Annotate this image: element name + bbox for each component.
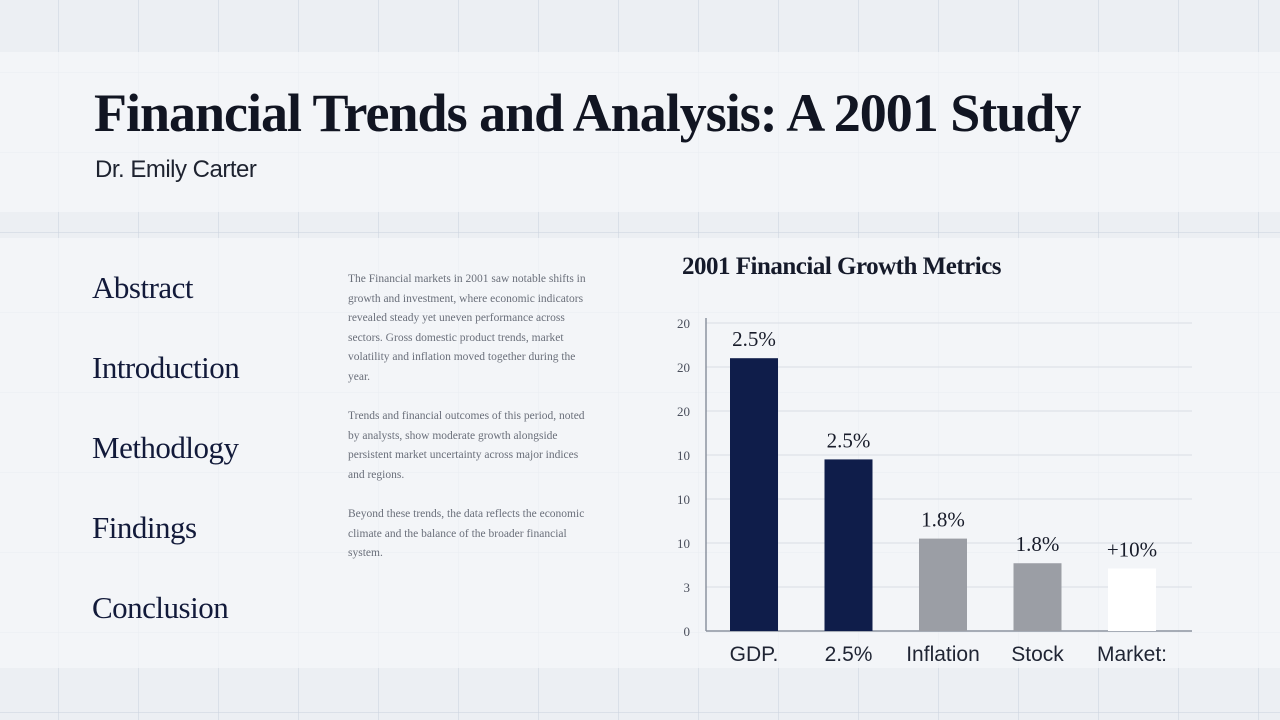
content-band	[0, 238, 1280, 668]
body-paragraph: The Financial markets in 2001 saw notabl…	[348, 273, 586, 383]
y-tick-label: 10	[677, 492, 690, 507]
abstract-text-block: The Financial markets in 2001 saw notabl…	[348, 270, 596, 584]
bar-value-label: 2.5%	[827, 428, 871, 452]
table-of-contents: Abstract Introduction Methodlogy Finding…	[92, 270, 240, 670]
toc-item-label: Abstract	[92, 270, 194, 305]
toc-item-findings[interactable]: Findings	[92, 510, 239, 590]
document-title: Financial Trends and Analysis: A 2001 St…	[94, 83, 1081, 143]
bar-value-label: +10%	[1107, 538, 1157, 562]
y-tick-label: 20	[677, 316, 690, 331]
body-paragraph: Trends and financial outcomes of this pe…	[348, 410, 585, 481]
body-paragraph: Beyond these trends, the data reflects t…	[348, 508, 585, 559]
x-tick-label: GDP.	[730, 643, 779, 666]
toc-item-conclusion[interactable]: Conclusion	[92, 590, 239, 670]
y-tick-label: 20	[677, 360, 690, 375]
toc-item-introduction[interactable]: Introduction	[92, 350, 240, 430]
toc-item-label: Introduction	[92, 350, 240, 385]
bar	[730, 358, 778, 631]
y-tick-label: 0	[684, 624, 691, 639]
bar-value-label: 1.8%	[1016, 532, 1060, 556]
bar	[1108, 568, 1156, 631]
chart-title: 2001 Financial Growth Metrics	[682, 253, 1002, 280]
toc-item-label: Methodlogy	[92, 430, 239, 465]
y-tick-label: 10	[677, 536, 690, 551]
y-tick-label: 10	[677, 448, 690, 463]
bar	[1013, 563, 1062, 631]
bar	[824, 459, 873, 631]
x-tick-label: Stock	[1011, 643, 1064, 666]
bar	[919, 538, 967, 631]
toc-item-abstract[interactable]: Abstract	[92, 270, 239, 350]
bar-value-label: 2.5%	[732, 327, 776, 351]
x-tick-label: Market:	[1097, 643, 1167, 666]
x-tick-label: Inflation	[906, 643, 980, 666]
y-tick-label: 3	[684, 580, 691, 595]
toc-item-label: Findings	[92, 510, 197, 545]
author-name: Dr. Emily Carter	[95, 156, 257, 183]
toc-item-label: Conclusion	[92, 590, 229, 625]
toc-item-methodology[interactable]: Methodlogy	[92, 430, 239, 510]
y-tick-label: 20	[677, 404, 690, 419]
bar-value-label: 1.8%	[921, 508, 965, 532]
title-band	[0, 52, 1280, 212]
x-tick-label: 2.5%	[825, 643, 873, 666]
bar-chart: 0 3 10 10 10 20 20 20 2.5% 2.5% 1.8% 1.8% +10% GDP. 2.…	[677, 316, 1192, 666]
